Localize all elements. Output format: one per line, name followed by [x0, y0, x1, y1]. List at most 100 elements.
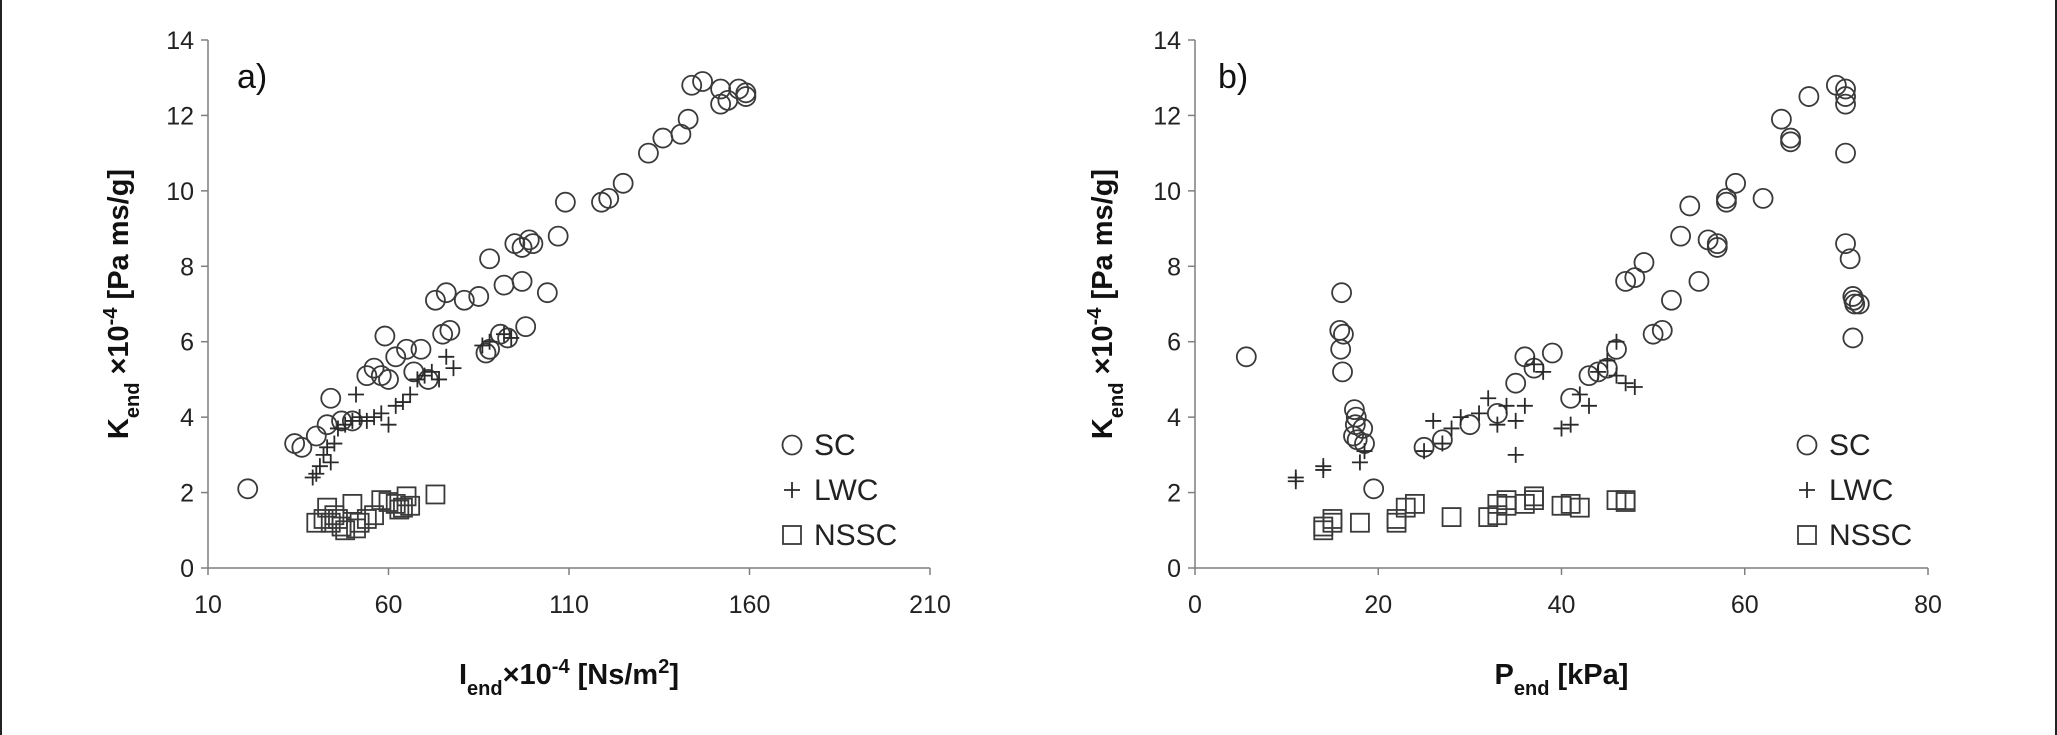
data-point-lwc [1507, 446, 1524, 463]
series-nssc [1313, 486, 1636, 541]
data-point-nssc [1350, 512, 1370, 533]
legend-label-sc: SC [1829, 429, 1871, 462]
data-point-sc [385, 346, 407, 368]
data-point-sc [396, 338, 417, 360]
data-point-lwc [496, 326, 513, 343]
data-point-sc [554, 191, 576, 213]
data-point-sc [735, 86, 757, 107]
y-tick-label: 6 [180, 329, 194, 357]
y-tick-label: 0 [1167, 555, 1181, 583]
data-point-sc [1541, 342, 1563, 364]
legend-label-lwc: LWC [1829, 474, 1893, 507]
data-point-sc [1688, 270, 1710, 292]
series-nssc [306, 484, 446, 541]
data-point-lwc [1480, 390, 1497, 407]
y-axis-title: Kend ×10-4 [Pa ms/g] [100, 169, 144, 439]
data-point-lwc [409, 371, 426, 388]
data-point-lwc [308, 465, 325, 482]
data-point-sc [1505, 372, 1527, 394]
data-point-lwc [329, 420, 346, 437]
data-point-lwc [1507, 412, 1524, 429]
data-point-sc [717, 89, 739, 111]
data-point-sc [1329, 319, 1351, 341]
data-point-lwc [1617, 375, 1634, 392]
data-point-nssc [385, 493, 406, 514]
data-point-nssc [1441, 507, 1462, 527]
data-point-sc [681, 74, 703, 96]
panel-label: a) [237, 58, 267, 96]
data-point-sc [1333, 323, 1354, 345]
data-point-sc [1839, 248, 1861, 270]
data-point-nssc [349, 512, 370, 533]
data-point-sc [1332, 361, 1353, 383]
x-tick-label: 20 [1364, 591, 1392, 619]
data-point-lwc [402, 386, 419, 403]
data-point-nssc [393, 497, 413, 518]
data-point-sc [374, 325, 396, 347]
data-point-sc [1624, 267, 1646, 289]
y-tick-label: 10 [1153, 178, 1181, 206]
x-tick-label: 110 [549, 591, 589, 619]
data-point-sc [1835, 93, 1856, 115]
data-point-lwc [1315, 458, 1332, 475]
data-point-nssc [356, 509, 377, 529]
data-point-nssc [1569, 497, 1590, 518]
data-point-sc [432, 323, 454, 345]
data-point-nssc [335, 520, 356, 541]
data-point-sc [410, 338, 432, 360]
data-point-sc [305, 425, 327, 447]
data-point-sc [710, 78, 732, 100]
data-point-sc [1679, 195, 1701, 217]
data-point-lwc [348, 386, 365, 403]
data-point-sc [425, 289, 446, 311]
data-point-lwc [1356, 443, 1373, 460]
data-point-lwc [326, 435, 343, 452]
data-point-lwc [438, 348, 455, 365]
data-point-sc [638, 142, 659, 164]
series-lwc [304, 326, 520, 486]
data-point-sc [1780, 131, 1801, 153]
data-point-lwc [366, 409, 383, 426]
x-tick-label: 10 [194, 591, 222, 619]
data-point-sc [1670, 225, 1692, 247]
y-tick-label: 14 [1153, 27, 1181, 55]
data-point-sc [468, 286, 490, 307]
data-point-lwc [319, 439, 336, 456]
data-point-sc [511, 237, 533, 258]
data-point-sc [547, 225, 569, 247]
legend: SC LWC NSSC [1796, 429, 1912, 552]
data-point-sc [1706, 237, 1728, 258]
y-tick-label: 4 [180, 404, 194, 432]
data-point-sc [370, 365, 392, 387]
data-point-lwc [1452, 409, 1469, 426]
data-point-sc [1835, 78, 1856, 100]
data-point-lwc [445, 360, 462, 377]
legend-label-lwc: LWC [814, 474, 878, 507]
series-sc [237, 71, 757, 500]
y-tick-label: 14 [166, 27, 194, 55]
data-point-sc [612, 172, 634, 194]
data-point-sc [291, 436, 313, 458]
data-point-nssc [1615, 490, 1636, 511]
data-point-sc [1835, 142, 1856, 164]
y-tick-label: 8 [1167, 253, 1181, 281]
data-point-lwc [1471, 405, 1488, 422]
data-point-lwc [322, 454, 339, 471]
data-point-sc [1835, 233, 1856, 255]
x-axis-title: Iend×10-4 [Ns/m2] [459, 656, 679, 700]
legend-label-nssc: NSSC [1829, 519, 1912, 552]
data-point-lwc [380, 416, 397, 433]
data-point-nssc [317, 497, 338, 518]
y-tick-label: 6 [1167, 329, 1181, 357]
data-point-lwc [1571, 386, 1588, 403]
data-point-sc [735, 82, 757, 104]
y-tick-label: 8 [180, 253, 194, 281]
legend-label-nssc: NSSC [814, 519, 897, 552]
y-tick-label: 12 [1153, 102, 1181, 130]
data-point-lwc [387, 397, 404, 414]
series-lwc [1287, 333, 1643, 490]
legend-marker-sc [781, 434, 803, 456]
data-point-sc [1633, 252, 1655, 273]
data-point-sc [1661, 289, 1682, 311]
data-point-nssc [320, 512, 341, 533]
